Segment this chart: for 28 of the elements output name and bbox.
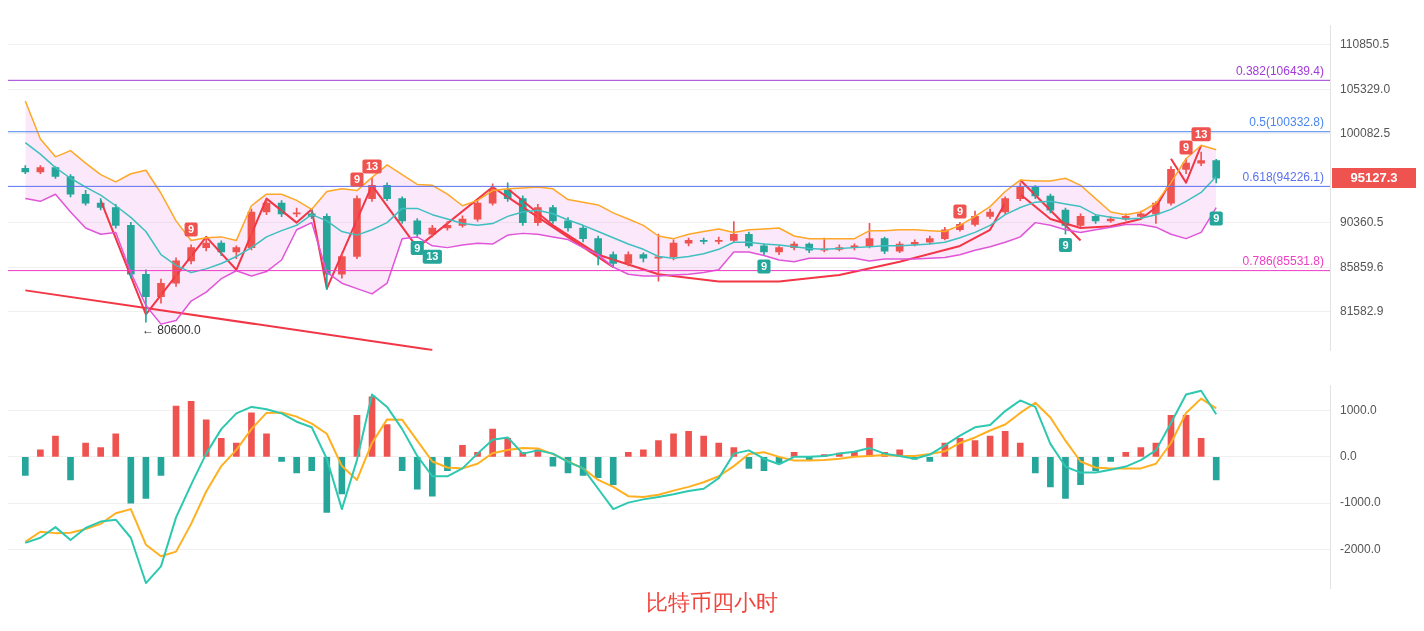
y-tick-label: -2000.0: [1340, 541, 1382, 556]
ref-line-label: 0.786(85531.8): [1242, 253, 1324, 268]
text: 9: [353, 173, 361, 186]
text: 13: [1195, 127, 1208, 140]
y-tick-label: 85859.6: [1340, 259, 1384, 274]
y-tick-label: 81582.9: [1340, 304, 1384, 319]
y-tick-label: 90360.5: [1340, 215, 1384, 230]
y-tick-label: 105329.0: [1340, 81, 1391, 96]
text: 13: [426, 250, 439, 263]
text: 9: [956, 204, 964, 217]
ref-line-label: 0.618(94226.1): [1242, 169, 1324, 184]
text: 9: [188, 222, 195, 235]
y-tick-label: -1000.0: [1340, 495, 1382, 510]
ref-line-label: 0.382(106439.4): [1235, 63, 1324, 78]
text: 95127.3: [1350, 170, 1398, 186]
annotation: ← 80600.0: [141, 322, 201, 337]
ref-line-label: 0.5(100332.8): [1249, 115, 1324, 130]
text: 9: [1213, 212, 1220, 225]
y-tick-label: 100082.5: [1340, 126, 1391, 141]
text: 9: [414, 241, 421, 254]
text: 9: [760, 260, 768, 273]
text: 13: [365, 159, 379, 172]
y-tick-label: 110850.5: [1340, 37, 1390, 52]
text: 比特币四小时: [646, 589, 778, 615]
text: 9: [1183, 140, 1190, 153]
y-tick-label: 1000.0: [1340, 402, 1378, 417]
y-tick-label: 0.0: [1340, 449, 1358, 464]
text: 9: [1062, 238, 1069, 251]
